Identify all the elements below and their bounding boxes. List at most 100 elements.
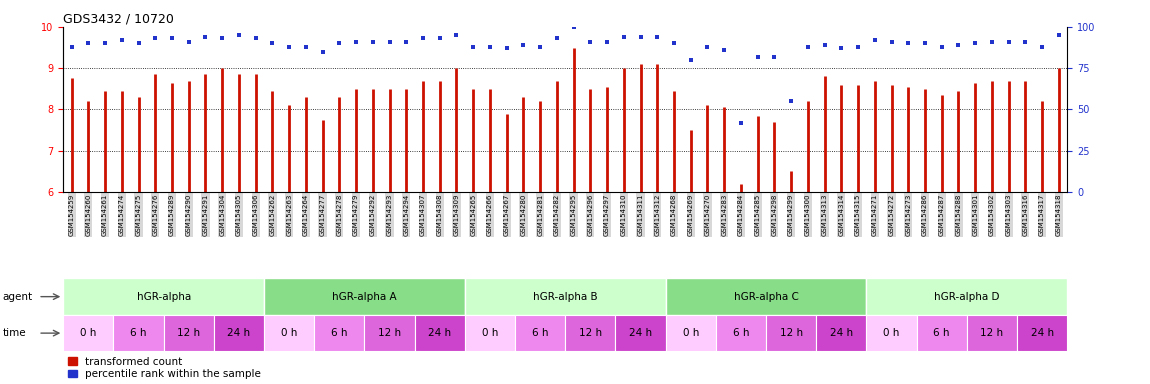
Text: agent: agent	[2, 291, 32, 302]
Point	[631, 34, 650, 40]
Point	[782, 98, 800, 104]
Point	[731, 119, 750, 126]
Text: 6 h: 6 h	[733, 328, 749, 338]
Text: 0 h: 0 h	[482, 328, 498, 338]
Point	[397, 39, 415, 45]
Point	[297, 44, 315, 50]
Point	[263, 40, 282, 46]
Bar	[967, 315, 1017, 351]
Point	[649, 34, 667, 40]
Point	[95, 40, 114, 46]
Text: 24 h: 24 h	[629, 328, 652, 338]
Text: hGR-alpha: hGR-alpha	[137, 291, 191, 302]
Bar	[365, 315, 415, 351]
Bar	[666, 278, 866, 315]
Point	[749, 53, 767, 60]
Point	[849, 44, 867, 50]
Point	[614, 34, 632, 40]
Text: hGR-alpha D: hGR-alpha D	[934, 291, 999, 302]
Point	[498, 45, 516, 51]
Point	[314, 48, 332, 55]
Point	[1017, 39, 1035, 45]
Bar	[214, 315, 264, 351]
Text: 24 h: 24 h	[228, 328, 251, 338]
Point	[547, 35, 566, 41]
Text: time: time	[2, 328, 26, 338]
Point	[347, 39, 366, 45]
Bar	[264, 315, 314, 351]
Bar	[615, 315, 666, 351]
Point	[213, 35, 231, 41]
Point	[565, 24, 583, 30]
Text: 12 h: 12 h	[780, 328, 803, 338]
Bar	[1017, 315, 1067, 351]
Bar	[866, 315, 917, 351]
Text: 12 h: 12 h	[177, 328, 200, 338]
Text: 6 h: 6 h	[934, 328, 950, 338]
Text: hGR-alpha C: hGR-alpha C	[734, 291, 798, 302]
Text: 6 h: 6 h	[331, 328, 347, 338]
Point	[129, 40, 147, 46]
Point	[665, 40, 683, 46]
Point	[765, 53, 783, 60]
Text: 24 h: 24 h	[428, 328, 451, 338]
Text: 24 h: 24 h	[1030, 328, 1053, 338]
Point	[715, 47, 734, 53]
Bar	[715, 315, 766, 351]
Point	[815, 42, 834, 48]
Point	[430, 35, 449, 41]
Bar	[866, 278, 1067, 315]
Point	[146, 35, 164, 41]
Bar	[515, 315, 566, 351]
Text: 0 h: 0 h	[81, 328, 97, 338]
Point	[983, 39, 1002, 45]
Point	[598, 39, 616, 45]
Text: 6 h: 6 h	[130, 328, 147, 338]
Point	[531, 44, 550, 50]
Point	[581, 39, 599, 45]
Bar	[314, 315, 365, 351]
Text: 24 h: 24 h	[830, 328, 853, 338]
Point	[698, 44, 716, 50]
Point	[833, 45, 851, 51]
Text: 0 h: 0 h	[281, 328, 298, 338]
Bar	[917, 315, 967, 351]
Point	[62, 44, 81, 50]
Bar	[163, 315, 214, 351]
Text: 0 h: 0 h	[883, 328, 899, 338]
Text: GDS3432 / 10720: GDS3432 / 10720	[63, 13, 174, 26]
Point	[179, 39, 198, 45]
Point	[381, 39, 399, 45]
Point	[882, 39, 900, 45]
Point	[966, 40, 984, 46]
Bar	[415, 315, 465, 351]
Point	[514, 42, 532, 48]
Point	[999, 39, 1018, 45]
Text: 6 h: 6 h	[532, 328, 549, 338]
Bar	[63, 278, 264, 315]
Point	[230, 32, 248, 38]
Point	[1050, 32, 1068, 38]
Point	[330, 40, 348, 46]
Bar	[816, 315, 866, 351]
Point	[933, 44, 951, 50]
Bar	[566, 315, 615, 351]
Point	[163, 35, 182, 41]
Point	[363, 39, 382, 45]
Legend: transformed count, percentile rank within the sample: transformed count, percentile rank withi…	[69, 357, 261, 379]
Point	[798, 44, 816, 50]
Point	[246, 35, 264, 41]
Point	[949, 42, 967, 48]
Bar	[666, 315, 715, 351]
Bar	[114, 315, 163, 351]
Point	[899, 40, 918, 46]
Bar	[465, 315, 515, 351]
Point	[866, 37, 884, 43]
Text: 12 h: 12 h	[378, 328, 401, 338]
Text: hGR-alpha A: hGR-alpha A	[332, 291, 397, 302]
Text: 12 h: 12 h	[578, 328, 601, 338]
Point	[682, 57, 700, 63]
Bar	[63, 315, 114, 351]
Point	[463, 44, 482, 50]
Point	[79, 40, 98, 46]
